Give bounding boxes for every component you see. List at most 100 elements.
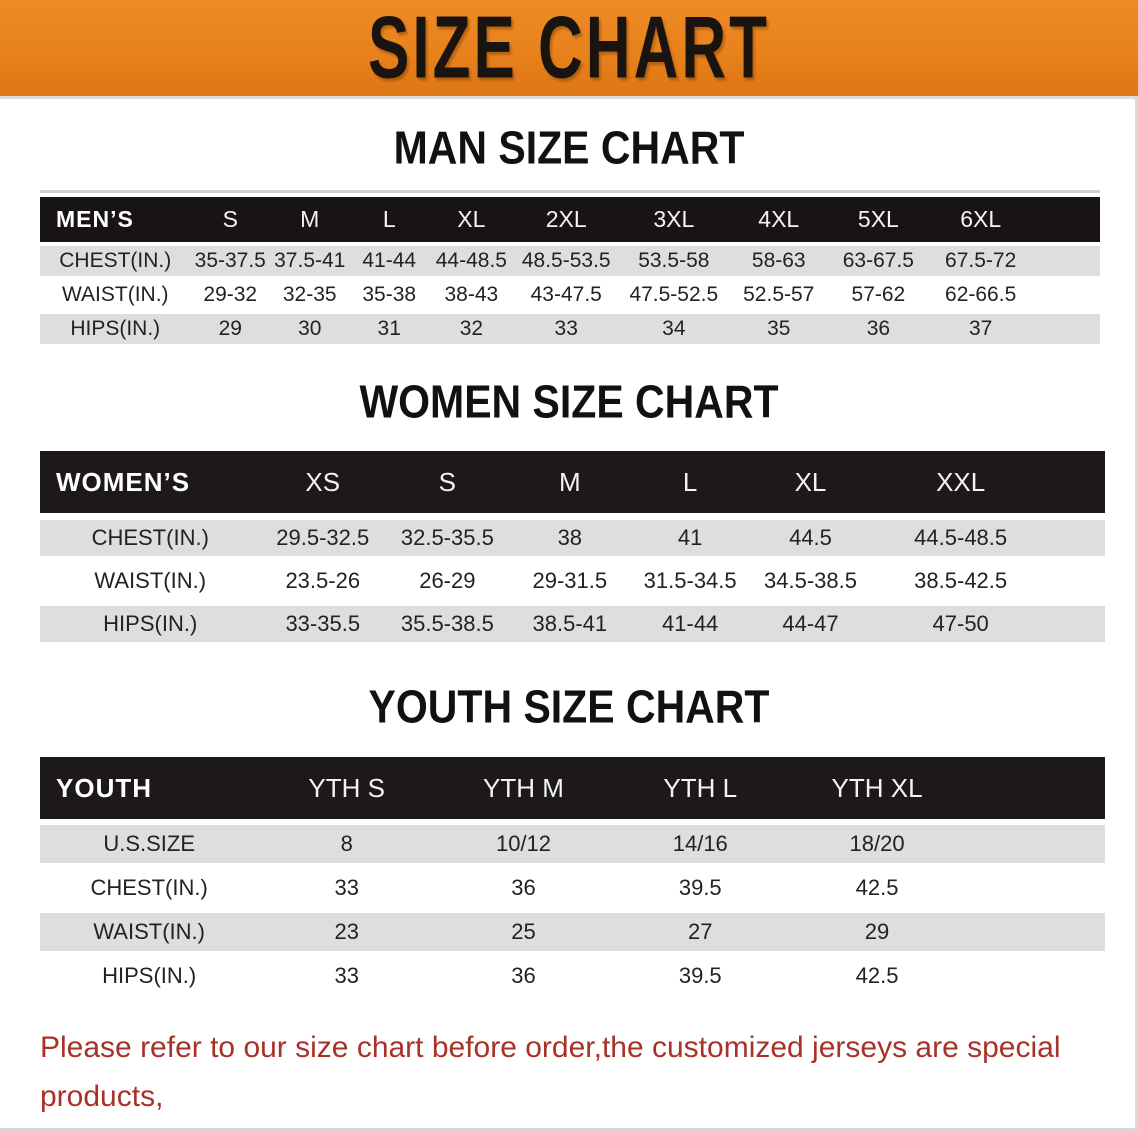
spacer-cell bbox=[1033, 280, 1100, 310]
row-label: HIPS(IN.) bbox=[40, 957, 259, 995]
measure-cell: 67.5-72 bbox=[928, 246, 1034, 276]
row-label: HIPS(IN.) bbox=[40, 606, 261, 642]
size-header: XL bbox=[750, 451, 871, 513]
women-section-title: WOMEN SIZE CHART bbox=[359, 376, 779, 428]
measure-cell: 53.5-58 bbox=[618, 246, 729, 276]
measure-cell: 34 bbox=[618, 314, 729, 344]
measure-cell: 31.5-34.5 bbox=[629, 563, 751, 599]
size-header: S bbox=[385, 451, 510, 513]
measure-cell: 47-50 bbox=[870, 606, 1051, 642]
row-label: WAIST(IN.) bbox=[40, 280, 191, 310]
spacer-cell bbox=[1050, 520, 1105, 556]
measure-cell: 42.5 bbox=[788, 957, 966, 995]
measure-cell: 47.5-52.5 bbox=[618, 280, 729, 310]
row-label: WAIST(IN.) bbox=[40, 913, 259, 951]
measure-cell: 43-47.5 bbox=[513, 280, 619, 310]
size-header: 4XL bbox=[728, 197, 829, 242]
row-label: CHEST(IN.) bbox=[40, 246, 191, 276]
youth-header-row: YOUTH YTH S YTH M YTH L YTH XL bbox=[40, 757, 1105, 819]
measure-cell: 23.5-26 bbox=[260, 563, 386, 599]
size-header: YTH XL bbox=[788, 757, 966, 819]
size-header: XXL bbox=[870, 451, 1051, 513]
measure-cell: 38.5-41 bbox=[509, 606, 630, 642]
men-section: MAN SIZE CHART MEN’S S M L XL 2XL 3XL 4X… bbox=[0, 122, 1138, 348]
measure-cell: 58-63 bbox=[728, 246, 829, 276]
table-row-hips: HIPS(IN.) 33 36 39.5 42.5 bbox=[40, 957, 1105, 995]
row-label: WAIST(IN.) bbox=[40, 563, 261, 599]
spacer-cell bbox=[965, 757, 1105, 819]
size-header: L bbox=[629, 451, 751, 513]
size-header: M bbox=[270, 197, 350, 242]
measure-cell: 29 bbox=[190, 314, 270, 344]
measure-cell: 33 bbox=[258, 957, 436, 995]
measure-cell: 63-67.5 bbox=[828, 246, 929, 276]
disclaimer-line-2: we don't accept cancel, change, teturn o… bbox=[40, 1121, 1108, 1132]
measure-cell: 36 bbox=[435, 957, 612, 995]
size-header: YTH L bbox=[611, 757, 789, 819]
women-size-table: WOMEN’S XS S M L XL XXL CHEST(IN.) 29.5-… bbox=[40, 444, 1105, 649]
table-row-waist: WAIST(IN.) 23.5-26 26-29 29-31.5 31.5-34… bbox=[40, 563, 1105, 599]
table-row-hips: HIPS(IN.) 29 30 31 32 33 34 35 36 37 bbox=[40, 314, 1100, 344]
youth-section: YOUTH SIZE CHART YOUTH YTH S YTH M YTH L… bbox=[0, 681, 1138, 1001]
row-label: HIPS(IN.) bbox=[40, 314, 191, 344]
measure-cell: 41-44 bbox=[349, 246, 429, 276]
measure-cell: 37 bbox=[928, 314, 1034, 344]
spacer-cell bbox=[1050, 606, 1105, 642]
spacer-cell bbox=[1033, 246, 1100, 276]
measure-cell: 35 bbox=[728, 314, 829, 344]
spacer-cell bbox=[1033, 314, 1100, 344]
measure-cell: 38.5-42.5 bbox=[870, 563, 1051, 599]
youth-group-label: YOUTH bbox=[40, 757, 259, 819]
measure-cell: 38 bbox=[509, 520, 630, 556]
size-header: 2XL bbox=[513, 197, 619, 242]
men-group-label: MEN’S bbox=[40, 197, 191, 242]
measure-cell: 62-66.5 bbox=[928, 280, 1034, 310]
measure-cell: 39.5 bbox=[611, 957, 789, 995]
size-header: 5XL bbox=[828, 197, 929, 242]
women-group-label: WOMEN’S bbox=[40, 451, 261, 513]
measure-cell: 27 bbox=[611, 913, 789, 951]
measure-cell: 8 bbox=[258, 825, 436, 863]
measure-cell: 41-44 bbox=[629, 606, 751, 642]
measure-cell: 32.5-35.5 bbox=[385, 520, 510, 556]
measure-cell: 38-43 bbox=[428, 280, 514, 310]
row-label: U.S.SIZE bbox=[40, 825, 259, 863]
measure-cell: 37.5-41 bbox=[270, 246, 350, 276]
spacer-cell bbox=[1050, 563, 1105, 599]
men-size-table: MEN’S S M L XL 2XL 3XL 4XL 5XL 6XL CHEST… bbox=[40, 190, 1100, 348]
women-section: WOMEN SIZE CHART WOMEN’S XS S M L XL XXL bbox=[0, 376, 1138, 649]
table-row-waist: WAIST(IN.) 29-32 32-35 35-38 38-43 43-47… bbox=[40, 280, 1100, 310]
measure-cell: 18/20 bbox=[788, 825, 966, 863]
spacer-cell bbox=[965, 869, 1105, 907]
measure-cell: 30 bbox=[270, 314, 350, 344]
size-header: YTH M bbox=[435, 757, 612, 819]
size-header: 3XL bbox=[618, 197, 729, 242]
measure-cell: 35-38 bbox=[349, 280, 429, 310]
table-row-chest: CHEST(IN.) 33 36 39.5 42.5 bbox=[40, 869, 1105, 907]
measure-cell: 39.5 bbox=[611, 869, 789, 907]
measure-cell: 29.5-32.5 bbox=[260, 520, 386, 556]
size-header: S bbox=[190, 197, 270, 242]
youth-size-table: YOUTH YTH S YTH M YTH L YTH XL U.S.SIZE … bbox=[40, 751, 1105, 1001]
men-header-row: MEN’S S M L XL 2XL 3XL 4XL 5XL 6XL bbox=[40, 197, 1100, 242]
spacer-cell bbox=[1033, 197, 1100, 242]
men-section-title: MAN SIZE CHART bbox=[393, 122, 745, 174]
size-header: XS bbox=[260, 451, 386, 513]
size-header: YTH S bbox=[258, 757, 436, 819]
measure-cell: 44.5-48.5 bbox=[870, 520, 1051, 556]
measure-cell: 44.5 bbox=[750, 520, 871, 556]
row-label: CHEST(IN.) bbox=[40, 520, 261, 556]
spacer-cell bbox=[965, 957, 1105, 995]
measure-cell: 23 bbox=[258, 913, 436, 951]
women-header-row: WOMEN’S XS S M L XL XXL bbox=[40, 451, 1105, 513]
measure-cell: 29-31.5 bbox=[509, 563, 630, 599]
measure-cell: 33 bbox=[513, 314, 619, 344]
table-row-hips: HIPS(IN.) 33-35.5 35.5-38.5 38.5-41 41-4… bbox=[40, 606, 1105, 642]
spacer-cell bbox=[965, 825, 1105, 863]
row-label: CHEST(IN.) bbox=[40, 869, 259, 907]
measure-cell: 31 bbox=[349, 314, 429, 344]
spacer-cell bbox=[1050, 451, 1105, 513]
table-row-chest: CHEST(IN.) 29.5-32.5 32.5-35.5 38 41 44.… bbox=[40, 520, 1105, 556]
size-header: XL bbox=[428, 197, 514, 242]
measure-cell: 48.5-53.5 bbox=[513, 246, 619, 276]
